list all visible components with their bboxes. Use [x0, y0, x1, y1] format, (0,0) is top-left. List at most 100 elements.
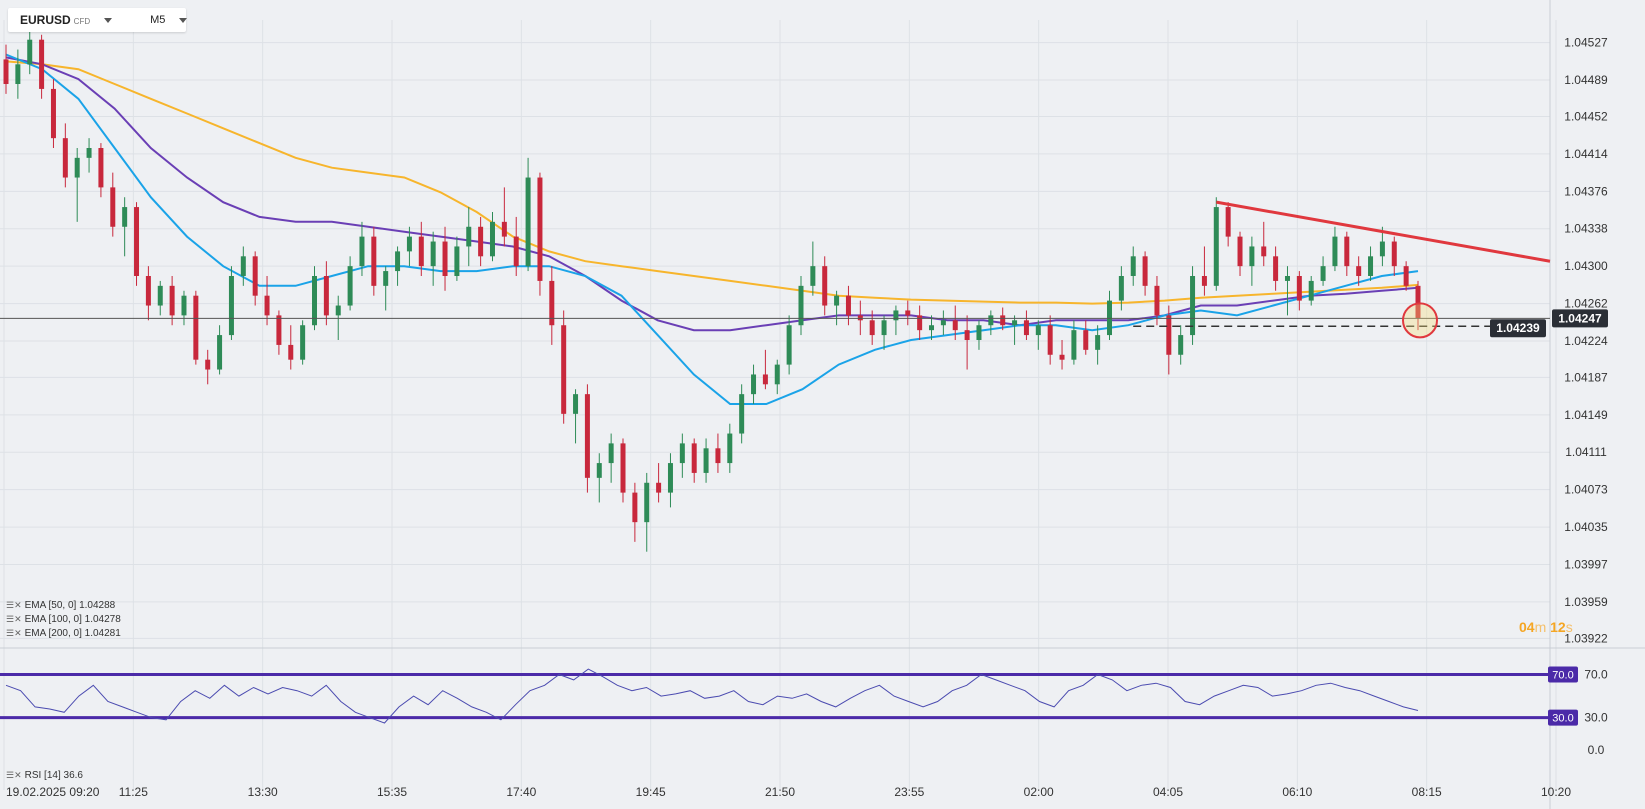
legend-ema-100[interactable]: ☰✕ EMA [100, 0] 1.04278: [6, 614, 121, 625]
candle-body: [1296, 276, 1302, 301]
candle-body: [1000, 315, 1006, 326]
candle-body: [347, 266, 353, 306]
candle-body: [608, 443, 614, 464]
candle-body: [976, 325, 982, 340]
candle-body: [656, 482, 662, 493]
price-tick-label: 1.04111: [1565, 445, 1607, 459]
candle-body: [1249, 246, 1255, 267]
timer-minutes: 04: [1519, 619, 1535, 635]
candle-body: [632, 492, 638, 523]
time-tick-label: 08:15: [1412, 785, 1442, 799]
candle-body: [703, 448, 709, 473]
candle-body: [217, 335, 223, 370]
candle-body: [537, 177, 543, 281]
time-tick-label: 23:55: [894, 785, 924, 799]
candle-body: [489, 221, 495, 257]
candle-body: [145, 276, 151, 306]
candle-body: [1190, 276, 1196, 336]
candle-body: [62, 138, 68, 178]
candle-body: [74, 157, 80, 178]
candle-body: [798, 285, 804, 326]
settings-icon[interactable]: ☰✕: [6, 600, 22, 610]
candle-body: [1083, 330, 1089, 350]
candle-body: [228, 276, 234, 336]
candle-body: [1391, 241, 1397, 267]
chevron-down-icon[interactable]: [104, 17, 113, 23]
candle-body: [454, 246, 460, 276]
candle-body: [1320, 266, 1326, 281]
legend-ema-100-label: EMA [100, 0] 1.04278: [24, 614, 121, 625]
price-tick-label: 1.04452: [1564, 109, 1608, 123]
candle-body: [157, 285, 163, 306]
time-tick-label: 04:05: [1153, 785, 1183, 799]
candle-body: [134, 207, 140, 276]
candle-body: [929, 325, 935, 331]
rsi-level-30-label: 30.0: [1552, 713, 1573, 725]
price-tick-label: 1.04149: [1564, 408, 1608, 422]
candle-body: [110, 187, 116, 227]
candle-body: [98, 148, 104, 188]
candle-body: [561, 325, 567, 414]
candle-body: [50, 88, 56, 139]
candle-body: [525, 177, 531, 267]
ema-100-line: [5, 56, 1419, 332]
candle-body: [751, 374, 757, 395]
candle-body: [442, 241, 448, 276]
candle-body: [383, 271, 389, 286]
rsi-tick-label: 0.0: [1588, 743, 1605, 757]
price-tick-label: 1.04527: [1564, 36, 1608, 50]
price-tick-label: 1.04489: [1564, 73, 1608, 87]
candle-body: [620, 443, 626, 493]
time-tick-label: 02:00: [1024, 785, 1054, 799]
candle-body: [596, 463, 602, 478]
timer-sec-unit: s: [1565, 619, 1573, 635]
timeframe-label[interactable]: M5: [150, 14, 166, 26]
settings-icon[interactable]: ☰✕: [6, 628, 22, 638]
price-tick-label: 1.04300: [1564, 259, 1608, 273]
symbol-selector[interactable]: EURUSD CFD M5: [8, 8, 188, 32]
overlays: 1.04247 1.04239: [0, 200, 1608, 339]
rsi-line: [5, 668, 1419, 724]
time-tick-label: 06:10: [1282, 785, 1312, 799]
settings-icon[interactable]: ☰✕: [6, 770, 22, 780]
ema-200-line: [5, 60, 1419, 305]
time-tick-label: 19.02.2025 09:20: [6, 785, 100, 799]
candle-body: [715, 448, 721, 464]
candle-body: [513, 236, 519, 267]
candle-body: [1368, 256, 1374, 276]
candle-body: [1178, 335, 1184, 355]
time-tick-label: 15:35: [377, 785, 407, 799]
settings-icon[interactable]: ☰✕: [6, 614, 22, 624]
candle-body: [169, 285, 175, 316]
candles: [3, 29, 1421, 552]
candle-body: [300, 325, 306, 360]
candle-body: [395, 251, 401, 272]
candle-body: [39, 39, 45, 89]
candle-body: [371, 236, 377, 286]
legend-rsi[interactable]: ☰✕ RSI [14] 36.6: [6, 770, 83, 781]
candle-body: [810, 266, 816, 286]
chevron-down-icon[interactable]: [179, 17, 188, 23]
current-price-label: 1.04247: [1558, 311, 1602, 325]
legend-ema-50[interactable]: ☰✕ EMA [50, 0] 1.04288: [6, 600, 115, 611]
candle-body: [774, 364, 780, 385]
price-tick-label: 1.03997: [1564, 557, 1608, 571]
price-tick-label: 1.04187: [1564, 370, 1608, 384]
resistance-trendline: [1216, 200, 1551, 263]
candle-body: [430, 241, 436, 267]
legend-ema-200-label: EMA [200, 0] 1.04281: [24, 628, 121, 639]
candle-body: [335, 305, 341, 316]
time-tick-label: 11:25: [119, 785, 148, 799]
candle-body: [667, 463, 673, 493]
legend-ema-200[interactable]: ☰✕ EMA [200, 0] 1.04281: [6, 628, 121, 639]
candle-body: [1403, 266, 1409, 286]
symbol-type: CFD: [73, 17, 91, 26]
candle-body: [1225, 207, 1231, 237]
candle-body: [122, 207, 128, 227]
candle-body: [822, 266, 828, 306]
candle-body: [988, 315, 994, 326]
candle-body: [1012, 320, 1018, 326]
candle-body: [1201, 276, 1207, 286]
